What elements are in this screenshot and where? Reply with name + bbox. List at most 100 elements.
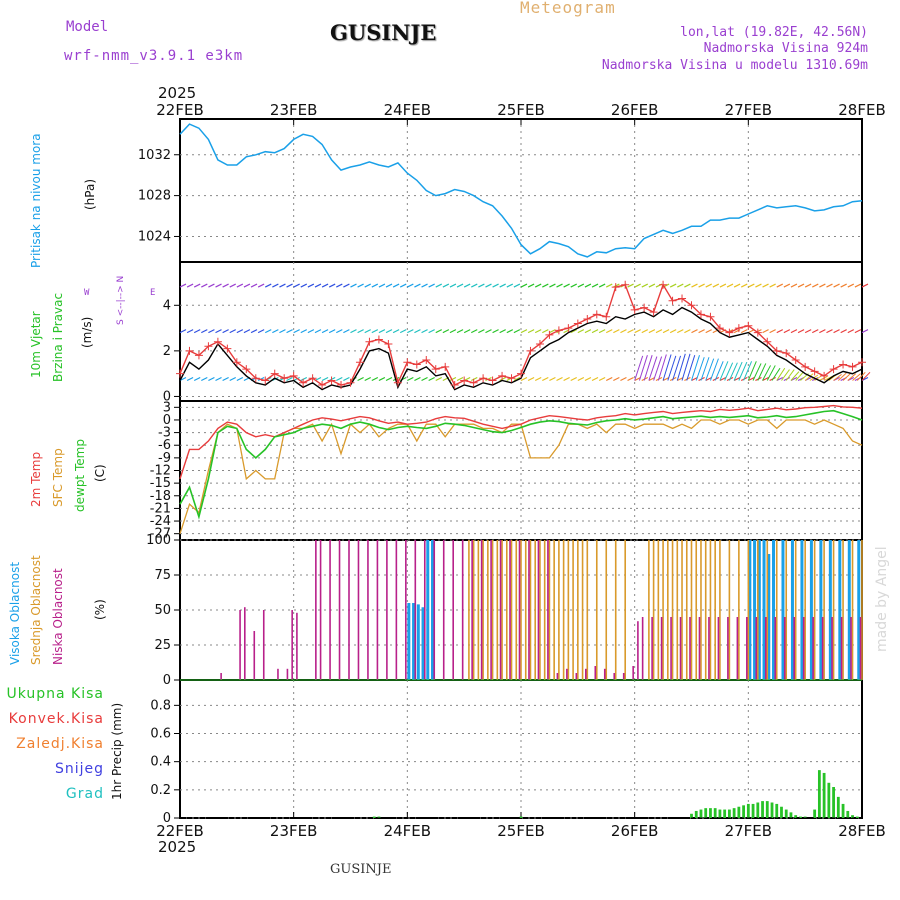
wind-arrow bbox=[392, 329, 400, 334]
wind-arrow bbox=[790, 329, 798, 334]
wind-arrow bbox=[485, 329, 492, 334]
wind-barb bbox=[634, 355, 644, 381]
wind-arrow bbox=[705, 283, 712, 288]
wind-arrow bbox=[421, 329, 428, 334]
wind-barb bbox=[804, 373, 814, 381]
wind-barb bbox=[842, 372, 852, 381]
precip-bar bbox=[718, 809, 722, 818]
wind-arrow bbox=[634, 283, 641, 288]
precip-bar bbox=[699, 809, 703, 818]
wind-arrow bbox=[627, 329, 634, 334]
wind-arrow bbox=[257, 329, 265, 334]
wind-arrow bbox=[364, 283, 371, 288]
wind-arrow bbox=[776, 329, 784, 334]
precip-bar bbox=[799, 816, 802, 818]
wind-barb bbox=[705, 358, 715, 381]
wind-arrow bbox=[527, 283, 535, 288]
wind-barb bbox=[695, 357, 705, 381]
wind-arrow bbox=[307, 283, 315, 288]
wind-arrow bbox=[343, 283, 350, 288]
precip-legend-total: Ukupna Kisa bbox=[6, 686, 104, 702]
wind-arrow bbox=[542, 283, 549, 288]
wind-arrow bbox=[442, 283, 450, 288]
wind-arrow bbox=[215, 283, 222, 288]
xtick-label-top: 23FEB bbox=[270, 101, 317, 119]
ytick-label-temp: 3 bbox=[163, 400, 171, 415]
ytick-label-temp: -3 bbox=[158, 426, 171, 441]
wind-gust-marker bbox=[744, 321, 753, 330]
wind-arrow bbox=[563, 376, 570, 382]
wind-arrow bbox=[456, 329, 464, 334]
wind-gust-marker bbox=[545, 330, 554, 339]
wind-arrow bbox=[826, 329, 833, 334]
wind-arrow bbox=[492, 329, 499, 334]
wind-gust-marker bbox=[820, 371, 829, 380]
wind-gust-marker bbox=[460, 376, 469, 385]
wind-arrow bbox=[492, 283, 499, 288]
xtick-label-bottom: 28FEB bbox=[838, 822, 885, 840]
wind-barb bbox=[762, 365, 771, 381]
xtick-label-top: 27FEB bbox=[725, 101, 772, 119]
model-label: Model bbox=[66, 19, 109, 35]
wind-arrow bbox=[414, 329, 421, 334]
ytick-label-temp: -9 bbox=[158, 451, 171, 466]
wind-arrow bbox=[733, 283, 741, 288]
ytick-label-temp: -12 bbox=[150, 464, 171, 479]
wind-arrow bbox=[861, 329, 869, 334]
wind-gust-marker bbox=[696, 310, 705, 319]
wind-arrow bbox=[208, 283, 215, 288]
wind-gust-marker bbox=[327, 376, 336, 385]
wind-arrow bbox=[336, 376, 343, 382]
wind-arrow bbox=[378, 376, 386, 382]
wind-barb bbox=[847, 373, 857, 381]
wind-arrow bbox=[691, 283, 698, 288]
wind-gust-marker bbox=[280, 374, 289, 383]
wind-arrow bbox=[499, 376, 506, 382]
wind-arrow bbox=[762, 376, 769, 382]
ytick-label-cloud: 0 bbox=[163, 673, 171, 688]
ytick-label-precip: 0.8 bbox=[150, 698, 171, 713]
wind-arrow bbox=[755, 283, 762, 288]
wind-arrow bbox=[243, 329, 251, 334]
wind-arrow bbox=[620, 329, 627, 334]
precip-bar bbox=[770, 802, 774, 818]
wind-gust-marker bbox=[393, 378, 402, 387]
wind-barb bbox=[757, 363, 767, 381]
wind-arrow bbox=[513, 283, 521, 288]
wind-barb bbox=[852, 373, 861, 381]
precip-bar bbox=[780, 806, 783, 818]
wind-gust-marker bbox=[801, 362, 810, 371]
wind-gust-marker bbox=[308, 374, 317, 383]
wind-gust-marker bbox=[611, 283, 620, 292]
wind-compass-w: W bbox=[84, 288, 90, 298]
wind-arrow bbox=[442, 329, 450, 334]
wind-arrow bbox=[627, 376, 634, 382]
precip-bar bbox=[372, 816, 376, 818]
wind-arrow bbox=[634, 329, 641, 334]
wind-arrow bbox=[314, 283, 322, 288]
wind-arrow bbox=[549, 376, 556, 382]
wind-arrow bbox=[726, 283, 734, 288]
wind-arrow bbox=[534, 283, 542, 288]
wind-gust-marker bbox=[299, 378, 308, 387]
wind-barb bbox=[823, 375, 833, 381]
wind-arrow bbox=[833, 283, 840, 288]
wind-gust-marker bbox=[839, 360, 848, 369]
wind-barb bbox=[856, 371, 866, 381]
precip-bar bbox=[789, 812, 793, 818]
wind-arrow bbox=[471, 283, 478, 288]
wind-arrow bbox=[321, 329, 329, 334]
wind-barb bbox=[681, 353, 691, 381]
wind-arrow bbox=[286, 283, 293, 288]
ytick-label-temp: -27 bbox=[150, 527, 171, 542]
ytick-label-temp: -15 bbox=[150, 476, 171, 491]
wind-arrow bbox=[371, 329, 379, 334]
wind-arrow bbox=[321, 283, 329, 288]
wind-arrow bbox=[762, 329, 769, 334]
wind-gust-marker bbox=[431, 365, 440, 374]
wind-arrow bbox=[378, 329, 386, 334]
wind-arrow bbox=[634, 376, 641, 382]
wind-barb bbox=[643, 355, 653, 381]
wind-gust-marker bbox=[469, 378, 478, 387]
wind-gust-marker bbox=[232, 358, 241, 367]
